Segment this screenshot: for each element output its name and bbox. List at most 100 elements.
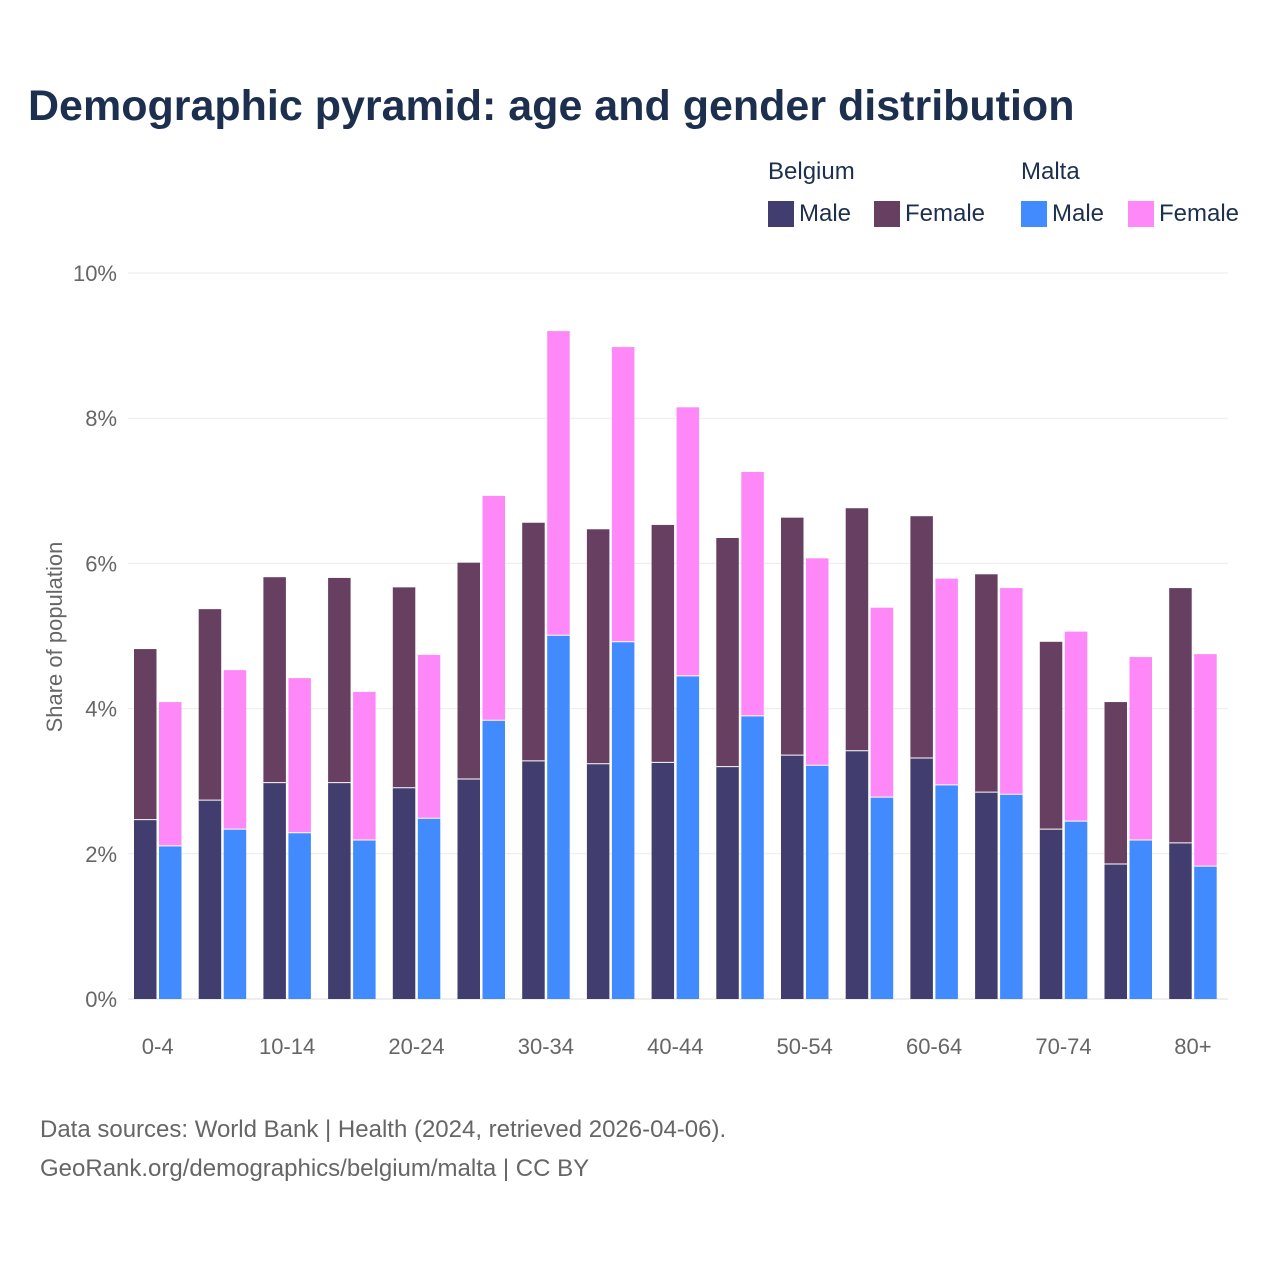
x-tick-label: 40-44 (647, 1034, 703, 1059)
legend-swatch (874, 201, 900, 227)
bar-malta-female (547, 331, 570, 636)
bar-malta-male (159, 845, 182, 999)
x-tick-label: 60-64 (906, 1034, 962, 1059)
y-tick-label: 2% (85, 842, 117, 867)
bar-belgium-female (586, 529, 610, 764)
legend-group-malta: Malta (1021, 158, 1080, 185)
bar-belgium-female (975, 574, 998, 793)
bar-belgium-female (1104, 702, 1127, 864)
bar-belgium-female (1039, 641, 1063, 830)
bar-belgium-male (1169, 842, 1192, 999)
bar-belgium-male (328, 782, 351, 999)
legend-label: Female (905, 200, 986, 227)
bar-malta-male (547, 635, 570, 999)
legend-label: Male (799, 200, 852, 227)
bar-malta-female (353, 691, 376, 841)
legend-malta-male[interactable]: Male (1021, 200, 1104, 228)
x-tick-label: 10-14 (259, 1034, 315, 1059)
bar-malta-male (482, 720, 505, 999)
chart-title: Demographic pyramid: age and gender dist… (28, 82, 1075, 130)
bar-belgium-male (198, 800, 222, 999)
bar-malta-female (1129, 657, 1152, 841)
bar-belgium-male (1039, 829, 1063, 999)
bar-malta-female (611, 347, 635, 642)
bar-malta-male (417, 818, 441, 999)
bar-malta-male (353, 840, 376, 999)
bar-malta-female (417, 654, 441, 819)
bar-belgium-female (716, 537, 739, 767)
bar-belgium-male (586, 763, 610, 999)
bar-belgium-male (263, 782, 286, 999)
bar-belgium-male (781, 755, 804, 999)
bar-malta-male (1000, 794, 1023, 999)
y-tick-label: 6% (85, 551, 117, 576)
bar-belgium-female (263, 577, 286, 783)
bar-malta-male (288, 832, 311, 999)
x-tick-label: 70-74 (1035, 1034, 1091, 1059)
legend-label: Male (1052, 200, 1105, 227)
bar-malta-male (223, 829, 247, 999)
bar-malta-male (676, 675, 700, 999)
x-tick-label: 30-34 (518, 1034, 574, 1059)
legend-swatch (768, 201, 794, 227)
y-tick-label: 8% (85, 406, 117, 431)
footer-credit[interactable]: GeoRank.org/demographics/belgium/malta |… (40, 1155, 590, 1182)
y-tick-label: 4% (85, 697, 117, 722)
bar-malta-female (288, 678, 311, 833)
x-tick-label: 20-24 (388, 1034, 444, 1059)
bar-malta-female (741, 471, 764, 716)
bar-malta-female (1194, 654, 1217, 867)
legend-swatch (1021, 201, 1047, 227)
legend-group-belgium: Belgium (768, 158, 855, 185)
bar-belgium-male (522, 760, 545, 999)
legend-belgium-female[interactable]: Female (874, 200, 985, 228)
bar-belgium-male (975, 792, 998, 999)
y-tick-label: 10% (73, 261, 117, 286)
bar-belgium-female (651, 524, 675, 763)
bar-malta-male (1129, 840, 1152, 999)
bar-belgium-male (845, 750, 869, 999)
bar-belgium-male (392, 787, 416, 999)
legend-belgium-male[interactable]: Male (768, 200, 851, 228)
bar-malta-female (482, 495, 505, 721)
bar-malta-female (870, 607, 894, 798)
bar-malta-male (806, 765, 829, 999)
bar-belgium-male (1104, 863, 1127, 999)
bar-belgium-male (651, 762, 675, 999)
x-tick-label: 80+ (1174, 1034, 1211, 1059)
bar-belgium-female (781, 517, 804, 756)
bar-malta-female (223, 670, 247, 830)
legend-label: Female (1159, 200, 1240, 227)
bar-belgium-female (457, 562, 480, 780)
bar-malta-male (935, 784, 958, 999)
bar-belgium-female (845, 508, 869, 751)
y-tick-label: 0% (85, 987, 117, 1012)
bar-malta-female (1000, 588, 1023, 795)
bar-malta-male (611, 641, 635, 999)
legend-malta-female[interactable]: Female (1128, 200, 1239, 228)
bar-malta-female (935, 578, 958, 785)
bar-malta-female (806, 558, 829, 766)
bar-belgium-male (457, 779, 480, 999)
x-tick-label: 0-4 (142, 1034, 174, 1059)
bar-malta-male (870, 797, 894, 999)
bar-malta-female (676, 407, 700, 676)
bar-belgium-male (716, 766, 739, 999)
bar-belgium-female (198, 609, 222, 801)
bar-belgium-female (1169, 588, 1192, 843)
bar-belgium-female (134, 649, 157, 820)
bar-belgium-male (134, 819, 157, 999)
x-tick-label: 50-54 (777, 1034, 833, 1059)
bar-malta-female (1064, 631, 1088, 822)
legend-swatch (1128, 201, 1154, 227)
bar-belgium-female (328, 577, 351, 783)
bar-belgium-female (910, 516, 933, 758)
bar-belgium-male (910, 757, 933, 999)
bar-belgium-female (522, 522, 545, 761)
footer-source: Data sources: World Bank | Health (2024,… (40, 1116, 727, 1143)
bar-belgium-female (392, 587, 416, 788)
bar-malta-male (741, 715, 764, 999)
bar-malta-female (159, 702, 182, 846)
